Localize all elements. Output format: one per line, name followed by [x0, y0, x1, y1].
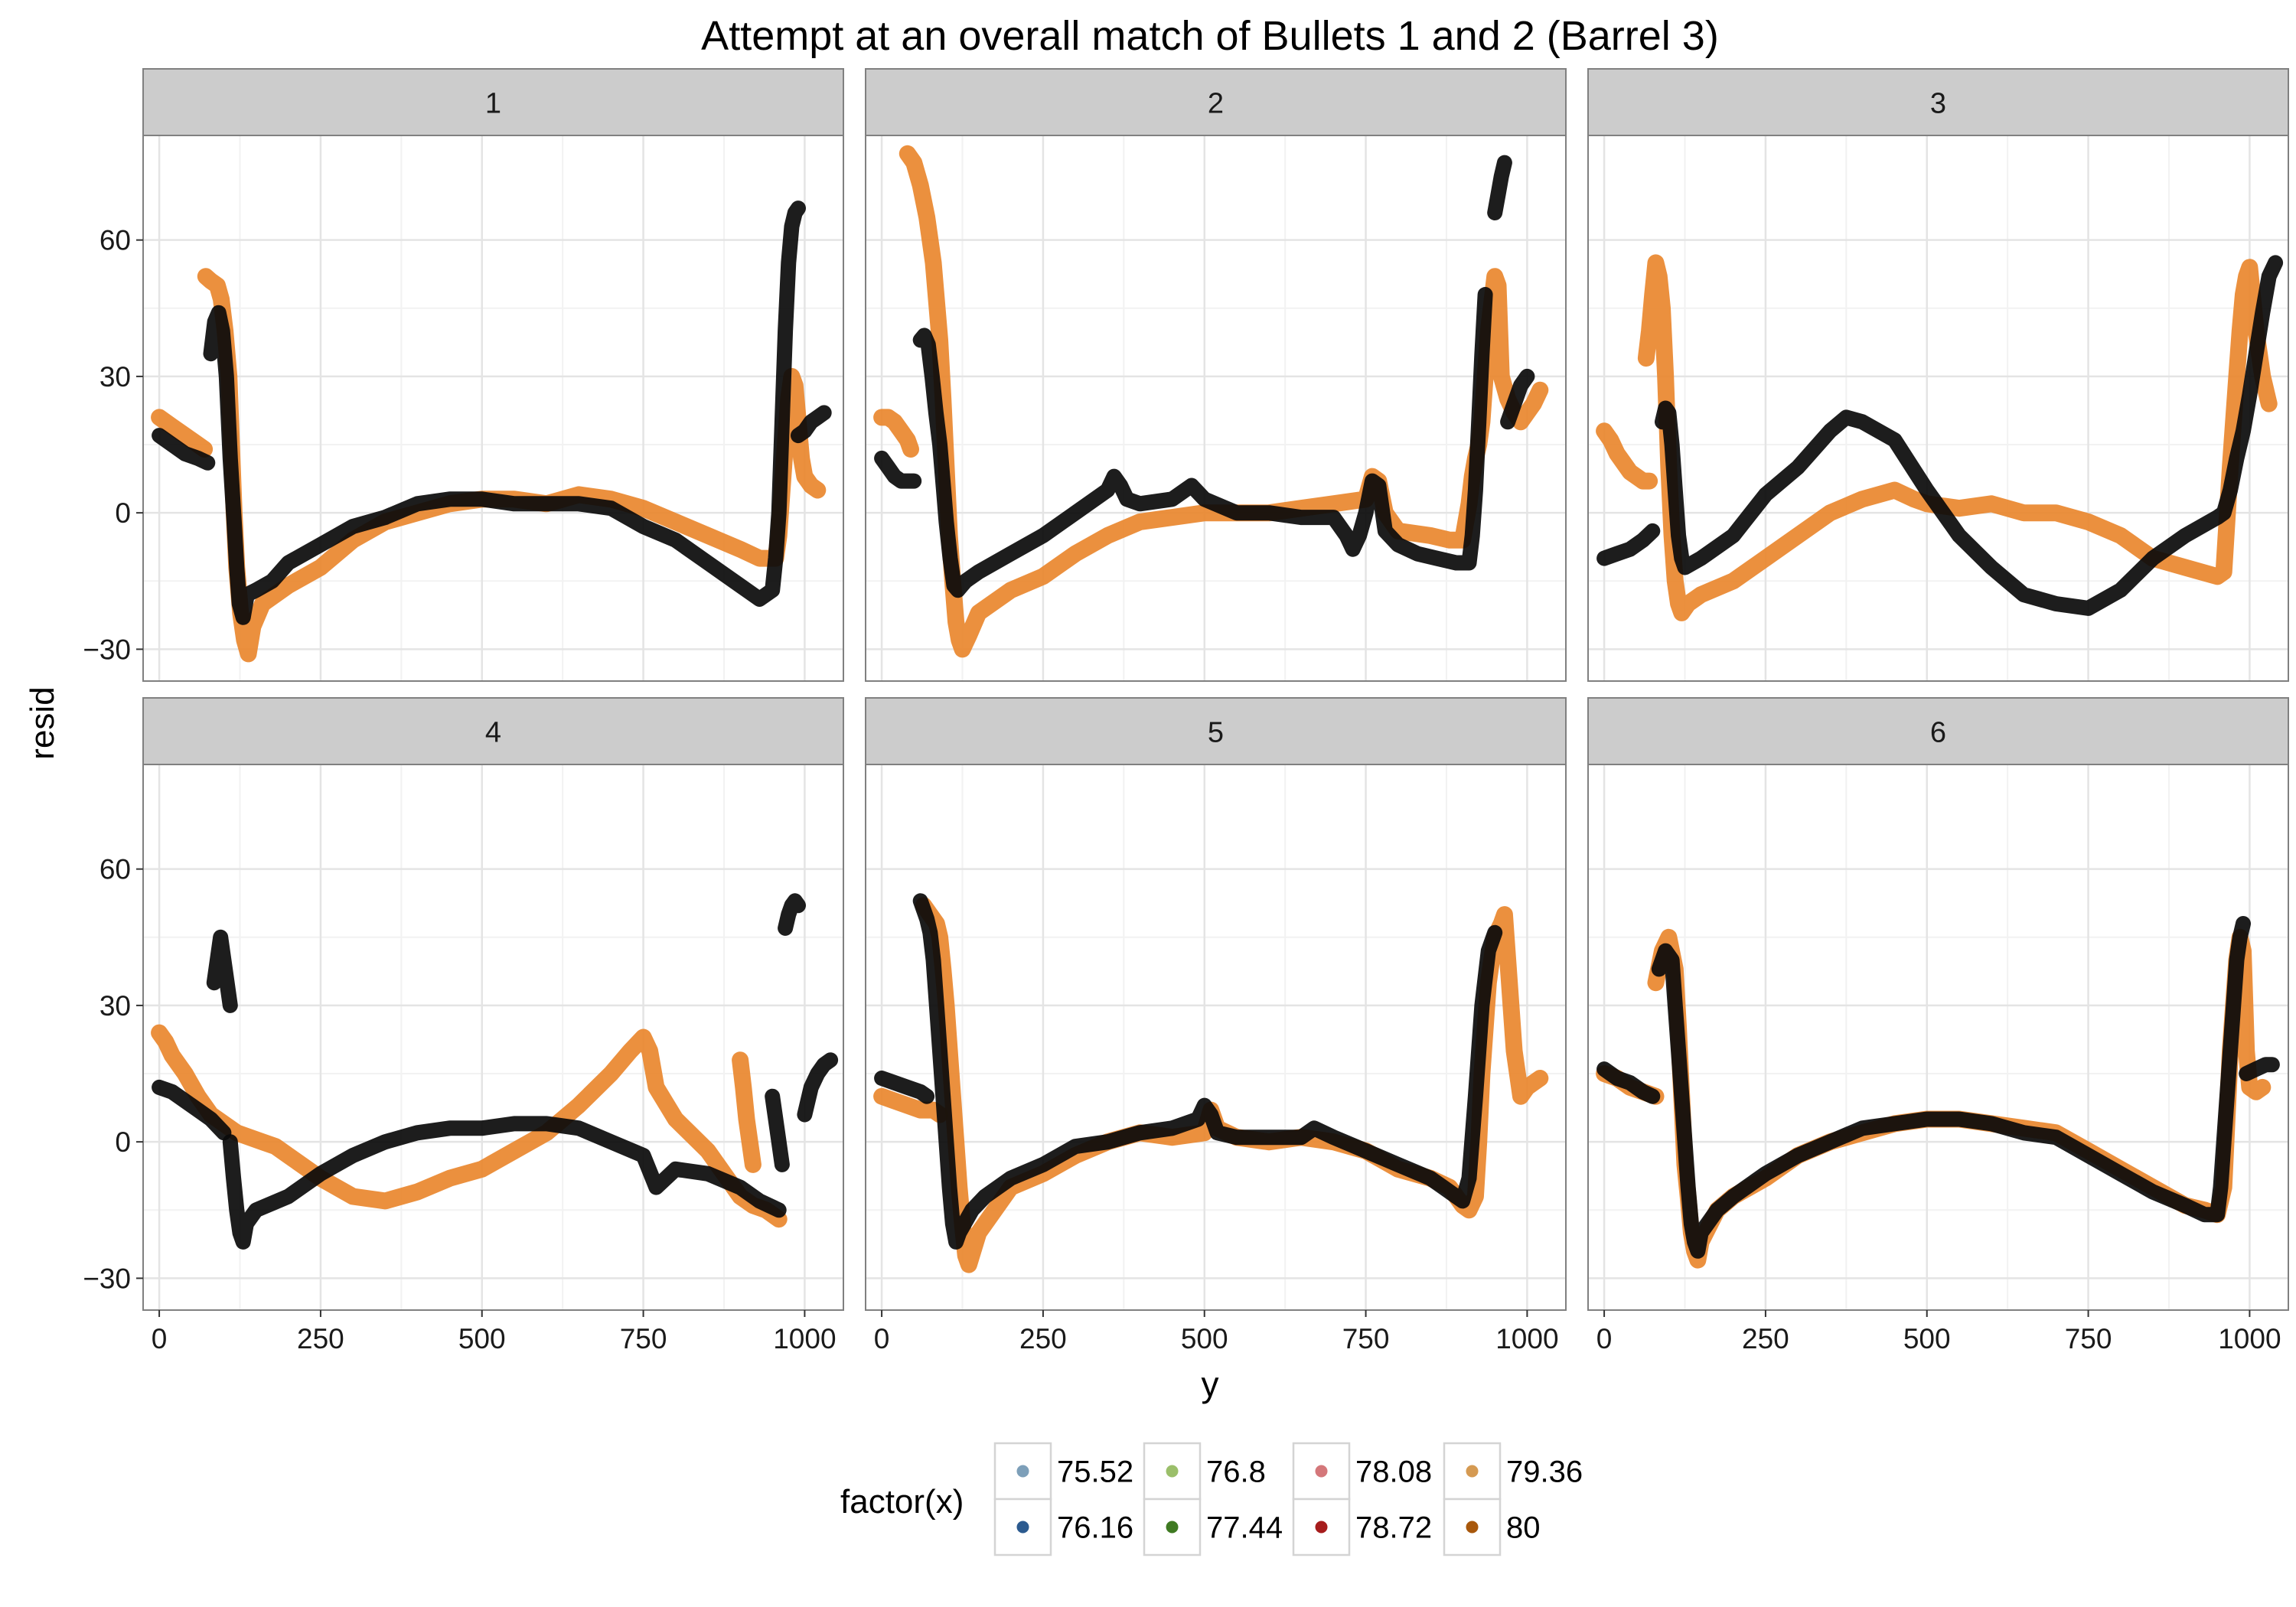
orange-series-points [873, 1087, 948, 1123]
facet-strip [142, 697, 844, 765]
x-tick-label: 1000 [773, 1323, 836, 1354]
black-series-points [874, 450, 922, 489]
black-series-points [797, 1052, 839, 1123]
legend-label: 76.8 [1206, 1455, 1266, 1489]
facet-panel: 5 0 250 500 750 1000 [865, 697, 1567, 1354]
x-tick-label: 500 [1903, 1323, 1951, 1354]
facet-strip [865, 68, 1567, 136]
x-tick-label: 250 [1742, 1323, 1789, 1354]
x-tick-label: 0 [1596, 1323, 1613, 1354]
legend-key [1292, 1498, 1351, 1556]
black-series-points [778, 893, 806, 936]
legend-title: factor(x) [840, 1483, 964, 1521]
black-series-points [1651, 916, 2251, 1259]
legend: factor(x) 75.52 76.16 76.8 77.44 78.08 78.72 79… [840, 1442, 1583, 1556]
orange-series-points [873, 409, 919, 458]
legend-marker [1016, 1521, 1029, 1534]
legend-marker [1315, 1465, 1328, 1478]
y-tick-label: 30 [99, 990, 131, 1022]
legend-label: 78.08 [1355, 1455, 1432, 1489]
black-series-points [1596, 523, 1661, 566]
x-axis-label: y [1202, 1364, 1219, 1404]
y-tick-label: −30 [83, 1263, 131, 1294]
y-tick-label: 30 [99, 361, 131, 393]
x-tick-label: 750 [1342, 1323, 1390, 1354]
legend-label: 75.52 [1057, 1455, 1133, 1489]
black-series-points [874, 1071, 935, 1104]
black-series-points [2239, 1057, 2280, 1081]
x-tick-label: 500 [1181, 1323, 1228, 1354]
facet-strip [1587, 68, 2289, 136]
chart-title: Attempt at an overall match of Bullets 1… [701, 13, 1719, 59]
y-axis-label: resid [24, 686, 61, 759]
black-series-points [222, 1116, 787, 1250]
facet-panel: 4 −30 0 30 60 0 250 500 750 1000 [83, 697, 844, 1354]
legend-marker [1166, 1465, 1179, 1478]
legend-label: 79.36 [1506, 1455, 1583, 1489]
black-series-points [791, 405, 832, 444]
x-tick-label: 750 [2065, 1323, 2112, 1354]
legend-label: 77.44 [1206, 1511, 1283, 1545]
x-tick-label: 1000 [1495, 1323, 1558, 1354]
black-series-points [206, 929, 238, 1013]
plot-background [866, 135, 1566, 681]
legend-marker [1016, 1465, 1029, 1478]
y-tick-label: −30 [83, 634, 131, 665]
x-tick-label: 500 [458, 1323, 506, 1354]
x-tick-label: 1000 [2218, 1323, 2281, 1354]
orange-series-points [732, 1051, 762, 1173]
black-series-points [203, 200, 806, 625]
black-series-points [912, 893, 1503, 1250]
facet-strip [865, 697, 1567, 765]
facet-panel: 1 −30 0 30 60 [83, 68, 844, 682]
black-series-points [912, 287, 1493, 598]
x-tick-label: 0 [874, 1323, 890, 1354]
facet-strip-label: 5 [1208, 717, 1224, 749]
x-tick-label: 0 [152, 1323, 168, 1354]
facet-strip-label: 1 [485, 88, 501, 120]
y-tick-label: 60 [99, 225, 131, 256]
facet-panel: 6 0 250 500 750 1000 [1587, 697, 2289, 1354]
black-series-points [765, 1088, 790, 1172]
legend-marker [1315, 1521, 1328, 1534]
legend-label: 76.16 [1057, 1511, 1133, 1545]
facet-strip [1587, 697, 2289, 765]
legend-marker [1466, 1521, 1479, 1534]
facet-strip-label: 6 [1930, 717, 1946, 749]
facet-panel: 2 [865, 68, 1567, 682]
facet-strip-label: 3 [1930, 88, 1946, 120]
facet-strip-label: 2 [1208, 88, 1224, 120]
facet-strip [142, 68, 844, 136]
black-series-points [1500, 368, 1535, 430]
facet-panel: 3 [1587, 68, 2289, 682]
facet-strip-label: 4 [485, 717, 501, 749]
black-series-points [1655, 255, 2284, 616]
orange-series-points [151, 409, 214, 458]
plot-background [143, 764, 843, 1310]
black-series-points [152, 428, 216, 471]
black-series-points [1487, 155, 1512, 220]
x-tick-label: 250 [1019, 1323, 1067, 1354]
legend-label: 78.72 [1355, 1511, 1432, 1545]
black-series-points [1596, 1061, 1661, 1104]
y-tick-label: 0 [115, 1126, 131, 1158]
y-tick-label: 60 [99, 854, 131, 885]
x-tick-label: 750 [620, 1323, 667, 1354]
black-series-points [152, 1079, 232, 1141]
legend-marker [1166, 1521, 1179, 1534]
legend-label: 80 [1506, 1511, 1541, 1545]
orange-series-points [1596, 422, 1658, 490]
x-tick-label: 250 [297, 1323, 344, 1354]
legend-marker [1466, 1465, 1479, 1478]
y-tick-label: 0 [115, 497, 131, 529]
